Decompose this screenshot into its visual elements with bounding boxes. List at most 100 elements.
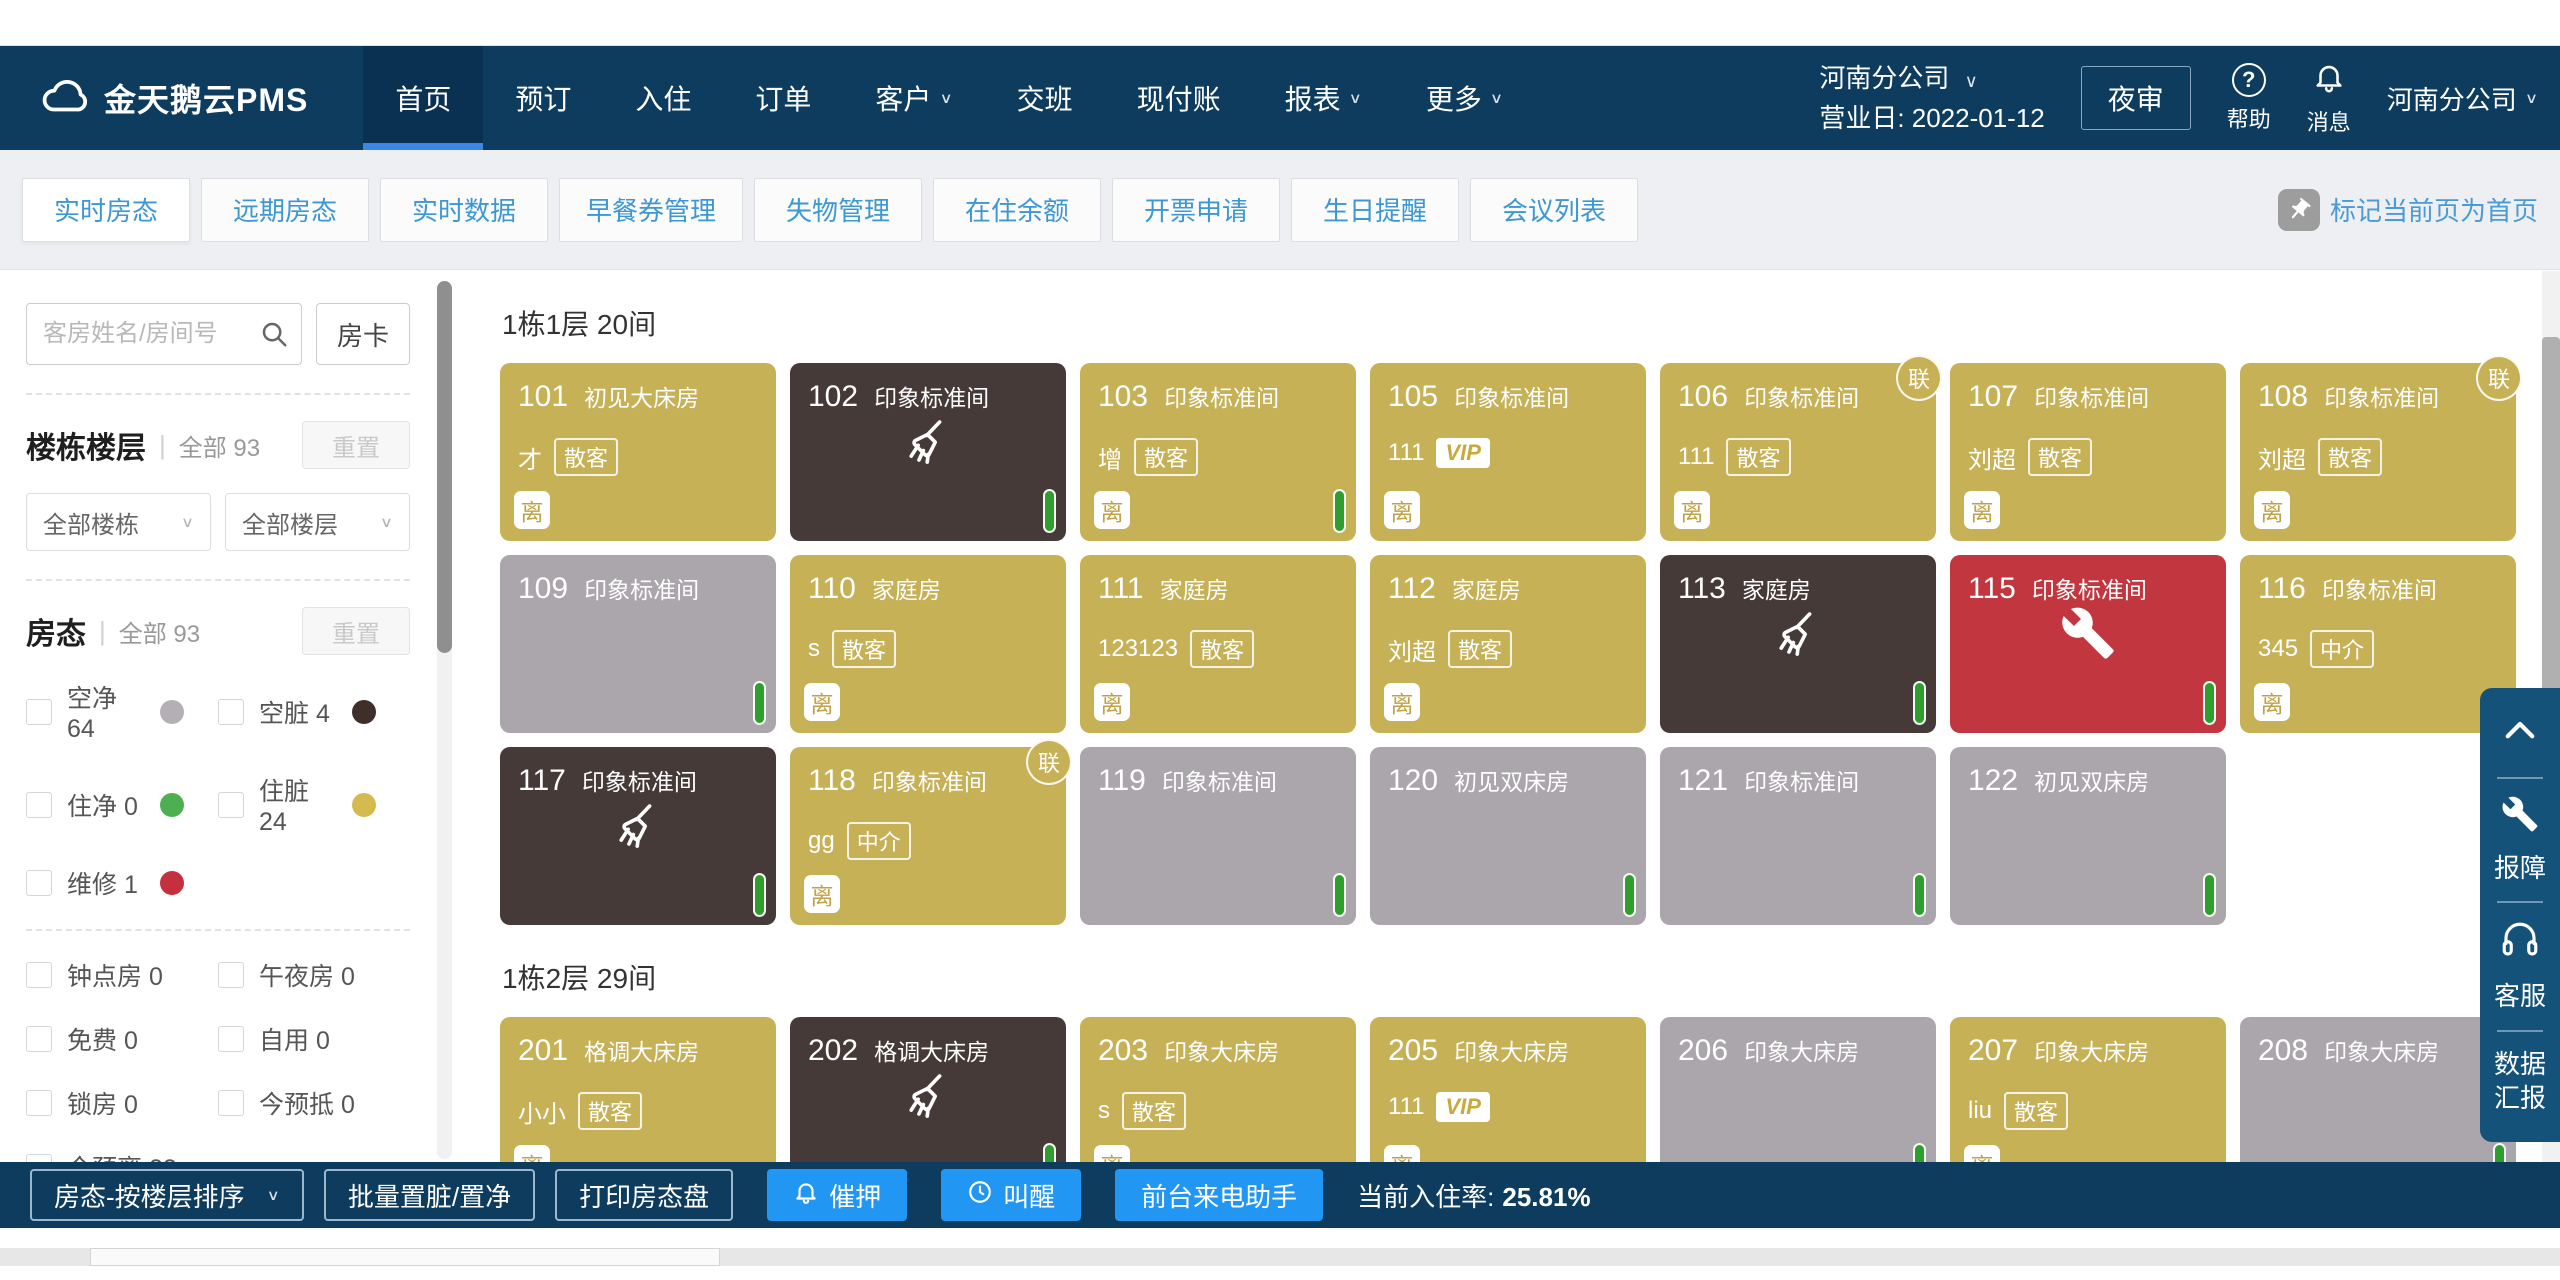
tab-实时数据[interactable]: 实时数据	[380, 177, 548, 242]
room-card-107[interactable]: 107 印象标准间 刘超 散客离	[1950, 363, 2226, 541]
search-icon[interactable]	[259, 319, 289, 354]
dropdown-全部楼栋[interactable]: 全部楼栋 ∨	[26, 493, 211, 551]
room-card-117[interactable]: 117 印象标准间	[500, 747, 776, 925]
filter-label: 钟点房 0	[67, 963, 163, 991]
checkbox[interactable]	[218, 791, 244, 818]
tab-实时房态[interactable]: 实时房态	[22, 177, 190, 242]
room-card-119[interactable]: 119 印象标准间	[1080, 747, 1356, 925]
filter-免费 0[interactable]: 免费 0	[26, 1021, 218, 1057]
scrollbar-thumb[interactable]	[90, 1248, 720, 1266]
room-card-116[interactable]: 116 印象标准间 345 中介离	[2240, 555, 2516, 733]
status-filter-维修 1[interactable]: 维修 1	[26, 865, 218, 901]
status-color-dot	[160, 699, 184, 724]
building-reset-button[interactable]: 重置	[302, 421, 410, 469]
sort-dropdown-button[interactable]: 房态-按楼层排序 ∨	[30, 1169, 304, 1221]
checkbox[interactable]	[26, 1154, 52, 1162]
filter-钟点房 0[interactable]: 钟点房 0	[26, 957, 218, 993]
checkbox[interactable]	[26, 870, 52, 896]
filter-今预离 22[interactable]: 今预离 22	[26, 1149, 218, 1162]
panel-item-报障[interactable]: 报障	[2494, 795, 2546, 886]
filter-自用 0[interactable]: 自用 0	[218, 1021, 410, 1057]
checkbox[interactable]	[218, 962, 244, 988]
status-reset-button[interactable]: 重置	[302, 607, 410, 655]
button-叫醒[interactable]: 叫醒	[941, 1169, 1082, 1221]
tab-失物管理[interactable]: 失物管理	[754, 177, 923, 242]
filter-午夜房 0[interactable]: 午夜房 0	[218, 957, 410, 993]
room-type: 印象标准间	[581, 769, 697, 795]
button-批量置脏/置净[interactable]: 批量置脏/置净	[323, 1169, 536, 1221]
messages-button[interactable]: 消息	[2307, 60, 2351, 137]
checkbox[interactable]	[218, 1090, 244, 1116]
night-audit-button[interactable]: 夜审	[2080, 66, 2191, 130]
room-card-113[interactable]: 113 家庭房	[1660, 555, 1936, 733]
collapse-panel-button[interactable]	[2499, 710, 2541, 761]
nav-item-报表[interactable]: 报表 ∨	[1253, 46, 1394, 150]
filter-锁房 0[interactable]: 锁房 0	[26, 1085, 218, 1121]
nav-item-订单[interactable]: 订单	[723, 46, 843, 150]
tab-开票申请[interactable]: 开票申请	[1112, 177, 1281, 242]
nav-item-交班[interactable]: 交班	[985, 46, 1105, 150]
status-filter-住脏 24[interactable]: 住脏 24	[218, 772, 410, 837]
room-card-button[interactable]: 房卡	[316, 303, 410, 365]
search-input[interactable]	[27, 304, 301, 364]
room-card-115[interactable]: 115 印象标准间	[1950, 555, 2226, 733]
guest-tag: 散客	[1190, 630, 1255, 668]
room-card-108[interactable]: 108 印象标准间 刘超 散客离 联	[2240, 355, 2522, 541]
nav-item-现付账[interactable]: 现付账	[1105, 46, 1253, 150]
room-card-112[interactable]: 112 家庭房 刘超 散客离	[1370, 555, 1646, 733]
scrollbar-thumb[interactable]	[437, 281, 452, 653]
sidebar-scrollbar[interactable]	[437, 281, 452, 1159]
checkbox[interactable]	[26, 1026, 52, 1052]
room-card-109[interactable]: 109 印象标准间	[500, 555, 776, 733]
checkbox[interactable]	[218, 1026, 244, 1052]
tab-在住余额[interactable]: 在住余额	[933, 177, 1102, 242]
status-filter-空脏 4[interactable]: 空脏 4	[218, 679, 410, 744]
help-button[interactable]: ? 帮助	[2227, 62, 2271, 134]
status-filter-住净 0[interactable]: 住净 0	[26, 772, 218, 837]
room-card-102[interactable]: 102 印象标准间	[790, 363, 1066, 541]
checkbox[interactable]	[218, 698, 244, 725]
panel-item-数据汇报[interactable]: 数据 汇报	[2494, 1048, 2546, 1116]
account-menu[interactable]: 河南分公司 ∨	[2387, 80, 2538, 117]
room-card-106[interactable]: 106 印象标准间 111 散客离 联	[1660, 355, 1942, 541]
panel-item-客服[interactable]: 客服	[2494, 919, 2546, 1014]
button-催押[interactable]: 催押	[767, 1169, 908, 1221]
nav-item-更多[interactable]: 更多 ∨	[1394, 46, 1535, 150]
guest-name: 刘超	[2258, 446, 2306, 474]
nav-item-首页[interactable]: 首页	[363, 46, 484, 150]
scrollbar-thumb[interactable]	[2542, 337, 2560, 799]
status-filter-空净 64[interactable]: 空净 64	[26, 679, 218, 744]
nav-item-客户[interactable]: 客户 ∨	[843, 46, 984, 150]
room-card-121[interactable]: 121 印象标准间	[1660, 747, 1936, 925]
room-card-105[interactable]: 105 印象标准间 111 VIP 离	[1370, 363, 1646, 541]
branch-info[interactable]: 河南分公司 ∨ 营业日: 2022-01-12	[1819, 58, 2044, 139]
guest-name: gg	[808, 827, 835, 854]
tab-会议列表[interactable]: 会议列表	[1470, 177, 1639, 242]
panel-item-label: 报障	[2493, 852, 2546, 883]
room-card-101[interactable]: 101 初见大床房才散客离	[500, 363, 776, 541]
checkbox[interactable]	[26, 698, 52, 725]
tab-生日提醒[interactable]: 生日提醒	[1291, 177, 1460, 242]
button-打印房态盘[interactable]: 打印房态盘	[555, 1169, 734, 1221]
checkbox[interactable]	[26, 1090, 52, 1116]
dropdown-全部楼层[interactable]: 全部楼层 ∨	[225, 493, 410, 551]
button-前台来电助手[interactable]: 前台来电助手	[1115, 1169, 1324, 1221]
brand-logo[interactable]: 金天鹅云PMS	[40, 71, 308, 126]
nav-item-入住[interactable]: 入住	[603, 46, 723, 150]
room-card-122[interactable]: 122 初见双床房	[1950, 747, 2226, 925]
horizontal-scrollbar[interactable]	[0, 1248, 2560, 1266]
room-type: 印象标准间	[2031, 577, 2147, 603]
tab-早餐券管理[interactable]: 早餐券管理	[559, 177, 744, 242]
pin-homepage-button[interactable]: 标记当前页为首页	[2277, 188, 2538, 231]
room-card-118[interactable]: 118 印象标准间 gg 中介离 联	[790, 739, 1072, 925]
tab-远期房态[interactable]: 远期房态	[201, 177, 369, 242]
room-card-111[interactable]: 111 家庭房 123123 散客离	[1080, 555, 1356, 733]
checkbox[interactable]	[26, 791, 52, 818]
room-card-120[interactable]: 120 初见双床房	[1370, 747, 1646, 925]
nav-item-预订[interactable]: 预订	[483, 46, 603, 150]
filter-今预抵 0[interactable]: 今预抵 0	[218, 1085, 410, 1121]
departure-badge: 离	[1674, 491, 1710, 529]
room-card-110[interactable]: 110 家庭房 s 散客离	[790, 555, 1066, 733]
room-card-103[interactable]: 103 印象标准间增散客离	[1080, 363, 1356, 541]
checkbox[interactable]	[26, 962, 52, 988]
